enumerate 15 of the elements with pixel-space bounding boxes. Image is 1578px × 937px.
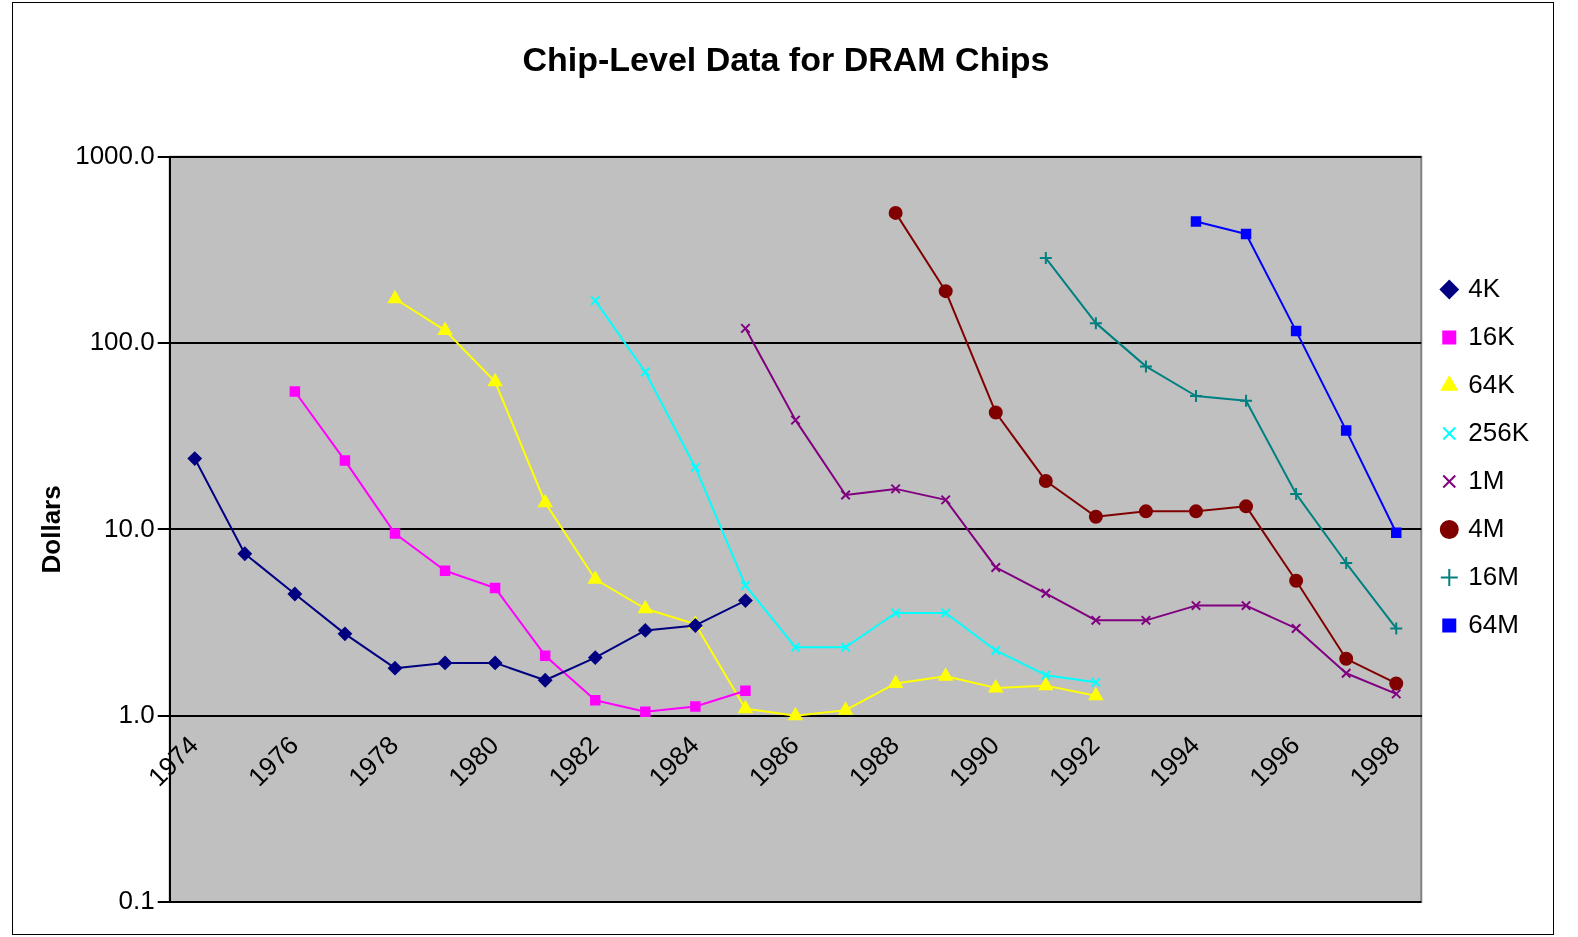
y-tick-label: 100.0 (89, 326, 155, 357)
legend-label: 64M (1468, 608, 1519, 639)
legend-label: 64K (1468, 368, 1516, 399)
y-tick-label: 1.0 (118, 698, 155, 729)
chart-title: Chip-Level Data for DRAM Chips (522, 39, 1050, 78)
legend-label: 4M (1468, 512, 1505, 543)
legend-label: 16M (1468, 560, 1519, 591)
legend-label: 1M (1468, 464, 1505, 495)
legend-label: 256K (1468, 416, 1530, 447)
legend-label: 16K (1468, 320, 1516, 351)
y-tick-label: 0.1 (118, 885, 155, 916)
y-tick-label: 10.0 (104, 512, 155, 543)
legend-label: 4K (1468, 272, 1501, 303)
y-tick-label: 1000.0 (75, 139, 155, 170)
y-axis-title: Dollars (35, 485, 66, 574)
